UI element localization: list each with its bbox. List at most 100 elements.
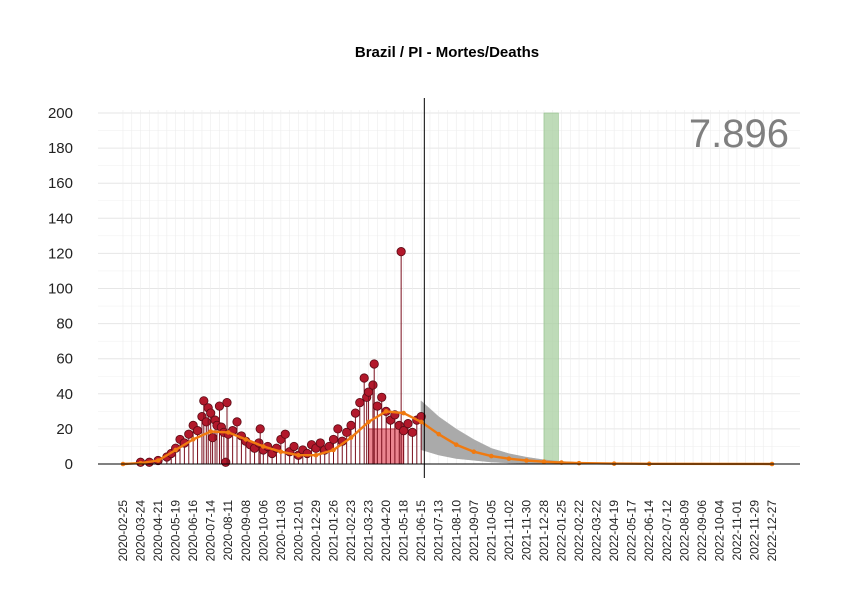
observed-point <box>346 420 356 430</box>
observed-point <box>206 408 216 418</box>
y-tick-label: 160 <box>48 175 73 192</box>
trend-marker <box>401 410 406 416</box>
observed-point <box>359 373 369 383</box>
observed-point <box>369 359 379 369</box>
x-tick-label: 2022-02-22 <box>572 500 586 562</box>
trend-line <box>122 410 773 466</box>
x-tick-label: 2020-10-06 <box>256 500 270 562</box>
x-tick-label: 2020-12-29 <box>309 500 323 562</box>
y-tick-label: 100 <box>48 281 73 298</box>
x-tick-label: 2021-01-26 <box>327 500 341 562</box>
y-tick-label: 140 <box>48 210 73 227</box>
y-tick-label: 180 <box>48 140 73 157</box>
y-tick-label: 120 <box>48 245 73 262</box>
x-tick-label: 2022-10-04 <box>712 500 726 562</box>
trend-marker <box>155 458 161 463</box>
x-tick-labels: 2020-02-25 2020-03-24 2020-04-21 2020-05-19… <box>116 500 779 562</box>
trend-marker <box>296 452 301 458</box>
x-tick-label: 2022-04-19 <box>607 500 621 562</box>
trend-marker <box>278 449 284 455</box>
x-tick-label: 2022-11-01 <box>730 500 744 561</box>
trend-marker <box>208 429 214 434</box>
trend-marker <box>506 456 512 462</box>
trend-marker <box>313 452 319 458</box>
x-tick-label: 2021-06-15 <box>414 500 428 562</box>
trend-marker <box>190 437 196 442</box>
trend-marker <box>489 453 494 459</box>
x-tick-label: 2021-03-23 <box>362 500 376 562</box>
x-tick-label: 2022-03-22 <box>590 500 604 562</box>
trend-marker <box>138 460 143 466</box>
x-tick-label: 2021-10-05 <box>484 500 498 562</box>
observed-point <box>333 424 343 434</box>
observed-point <box>214 401 225 411</box>
x-tick-label: 2020-09-08 <box>239 500 253 562</box>
x-tick-label: 2020-02-25 <box>116 500 130 562</box>
observed-point <box>232 417 242 427</box>
x-tick-label: 2021-07-13 <box>432 500 446 562</box>
trend-marker <box>243 437 249 442</box>
y-tick-label: 60 <box>56 351 73 368</box>
trend-marker <box>524 458 529 463</box>
x-tick-label: 2021-05-18 <box>397 500 411 562</box>
observed-point <box>372 401 382 411</box>
y-tick-labels: 0 20 40 60 80 100 120 140 160 180 200 <box>48 105 73 473</box>
trend-marker <box>541 459 547 465</box>
x-tick-label: 2020-07-14 <box>204 500 218 562</box>
grid <box>98 110 800 465</box>
x-tick-label: 2021-08-10 <box>449 500 463 562</box>
x-tick-label: 2020-08-11 <box>221 500 235 561</box>
observed-points-layer <box>135 247 426 467</box>
trend-marker <box>436 431 442 437</box>
observed-point <box>407 427 418 438</box>
x-tick-label: 2022-12-27 <box>765 500 779 562</box>
axes <box>98 98 800 478</box>
y-tick-label: 40 <box>56 386 73 403</box>
x-tick-label: 2022-01-25 <box>555 500 569 562</box>
x-tick-label: 2022-07-12 <box>660 500 674 562</box>
observed-point <box>222 397 232 408</box>
trend-marker <box>173 447 178 453</box>
trend-marker <box>348 435 354 440</box>
y-tick-label: 20 <box>56 421 73 438</box>
trend-marker <box>418 419 424 425</box>
trend-marker <box>576 460 582 466</box>
trend-marker <box>331 447 336 453</box>
observed-point <box>315 438 325 448</box>
x-tick-label: 2020-06-16 <box>186 500 200 562</box>
observed-point <box>199 396 209 406</box>
x-tick-label: 2021-09-07 <box>467 500 481 562</box>
observed-point <box>192 426 203 436</box>
x-tick-label: 2021-11-30 <box>519 500 533 561</box>
total-deaths-label: 7.896 <box>689 112 789 156</box>
observed-point <box>289 441 299 452</box>
x-tick-label: 2020-05-19 <box>169 500 183 562</box>
x-tick-label: 2021-04-20 <box>379 500 393 562</box>
observed-point <box>350 408 361 418</box>
observed-point <box>377 392 387 402</box>
observed-point <box>280 429 290 439</box>
highlight-window <box>543 112 559 465</box>
highlight-layer <box>543 112 559 465</box>
observed-point <box>368 380 378 390</box>
x-tick-label: 2022-11-29 <box>748 500 762 561</box>
x-tick-label: 2020-03-24 <box>134 500 148 562</box>
x-tick-label: 2022-09-06 <box>695 500 709 562</box>
trend-marker <box>453 442 459 447</box>
x-tick-label: 2021-02-23 <box>344 500 358 562</box>
observed-point <box>403 419 413 429</box>
x-tick-label: 2020-04-21 <box>151 500 165 562</box>
x-tick-label: 2022-08-09 <box>677 500 691 562</box>
trend-marker <box>383 409 389 414</box>
y-tick-label: 200 <box>48 105 73 122</box>
chart-title: Brazil / PI - Mortes/Deaths <box>355 44 539 61</box>
observed-point <box>328 434 339 445</box>
observed-point <box>302 448 312 459</box>
observed-point <box>184 429 194 439</box>
x-tick-label: 2022-05-17 <box>625 500 639 562</box>
trend-marker <box>366 419 371 425</box>
observed-point <box>396 247 406 257</box>
x-tick-label: 2022-06-14 <box>642 500 656 562</box>
x-tick-label: 2020-11-03 <box>274 500 288 561</box>
